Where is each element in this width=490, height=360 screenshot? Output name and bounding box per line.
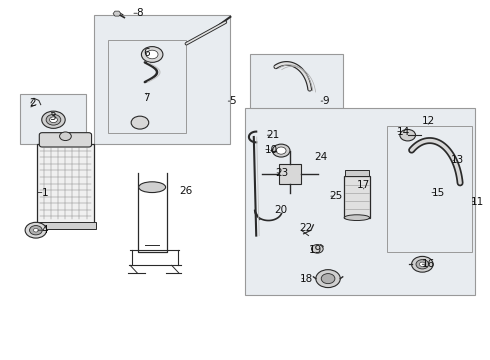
Circle shape [142,46,163,62]
Circle shape [42,111,65,129]
Text: 19: 19 [309,245,322,255]
Text: 13: 13 [451,155,464,165]
Bar [108,40,186,134]
Bar [387,126,472,252]
Bar [250,54,343,162]
Circle shape [60,132,72,140]
Circle shape [131,116,149,129]
Text: 26: 26 [180,186,193,196]
Text: 20: 20 [274,206,287,216]
Circle shape [25,222,47,238]
Text: 1: 1 [41,188,48,198]
Circle shape [316,270,340,288]
Ellipse shape [344,215,369,221]
Circle shape [412,256,433,272]
Circle shape [29,226,42,235]
Text: 9: 9 [322,96,329,106]
Text: 4: 4 [41,225,48,235]
Circle shape [321,274,335,284]
Text: 3: 3 [49,112,55,122]
Text: 25: 25 [329,191,342,201]
Text: 5: 5 [229,96,236,106]
Text: 8: 8 [137,8,143,18]
Bar [37,144,94,223]
Bar [94,15,230,144]
Text: 14: 14 [397,127,411,136]
FancyBboxPatch shape [39,133,92,147]
Bar [20,94,86,144]
Text: 24: 24 [314,152,327,162]
Bar [245,108,475,295]
Text: 7: 7 [143,93,149,103]
Text: 16: 16 [421,259,435,269]
Bar [344,176,369,218]
Text: 10: 10 [265,144,278,154]
Circle shape [147,50,158,59]
Circle shape [33,228,38,232]
Text: 12: 12 [421,116,435,126]
Text: 17: 17 [357,180,370,190]
Circle shape [400,130,416,141]
Polygon shape [113,11,121,16]
Text: 21: 21 [267,130,280,140]
Circle shape [416,260,429,269]
Text: 11: 11 [470,197,484,207]
Text: 6: 6 [143,48,149,58]
Text: 2: 2 [29,98,36,108]
Text: 18: 18 [300,274,313,284]
Bar [279,164,301,184]
Circle shape [46,114,61,125]
Ellipse shape [139,182,166,193]
Circle shape [49,117,57,123]
Bar [345,170,368,176]
Text: 22: 22 [299,224,313,233]
Text: 15: 15 [431,188,444,198]
Circle shape [312,244,323,253]
Circle shape [272,144,290,157]
Bar [35,222,96,229]
Circle shape [419,262,425,266]
Circle shape [276,147,286,154]
Text: 23: 23 [275,168,288,178]
